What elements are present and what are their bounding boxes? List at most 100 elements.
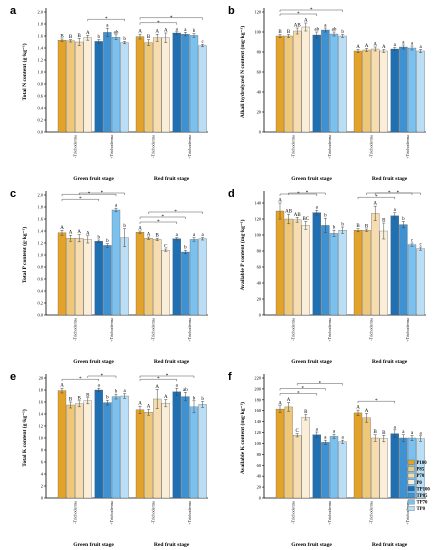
panel-a: a 0.0 0.2 0.4 0.6 0.8 1.0 1.2 1.4 1.6 1.8 2.0 Total … (10, 5, 208, 182)
y-tick-label: 14 (39, 412, 44, 417)
significance-star: * (297, 392, 300, 397)
legend-label-TP85: TP85 (417, 494, 429, 499)
treatment-label: -Trichoderma (368, 135, 373, 158)
bar-TP85 (399, 46, 408, 133)
treatment-label: +Trichoderma (109, 135, 114, 159)
bar-TP100 (172, 391, 181, 499)
legend-swatch-P85 (407, 466, 415, 472)
significance-bracket (279, 193, 318, 196)
legend-label-P85: P85 (417, 468, 425, 473)
significance-star: * (157, 21, 160, 26)
significance-letter: c (419, 243, 422, 248)
significance-letter: A (365, 44, 369, 49)
bar-P70 (371, 213, 380, 316)
significance-star: * (105, 17, 108, 22)
panel-letter: b (228, 5, 235, 17)
significance-letter: a (123, 389, 126, 394)
significance-letter: b (184, 246, 187, 251)
significance-bracket (87, 18, 125, 22)
y-tick-label: 2 (41, 484, 43, 489)
significance-star: * (170, 16, 173, 21)
treatment-label: -Trichoderma (368, 318, 373, 341)
significance-letter: A (356, 406, 360, 411)
bar-P70 (293, 219, 302, 316)
treatment-label: +Trichoderma (109, 318, 114, 342)
y-tick-label: 0.0 (38, 313, 44, 318)
treatment-label: -Trichoderma (290, 318, 295, 341)
y-tick-label: 100 (254, 441, 261, 446)
significance-letter: B (147, 35, 151, 40)
bar-P0 (379, 438, 388, 499)
significance-letter: a (176, 233, 179, 238)
treatment-label: +Trichoderma (187, 318, 192, 342)
y-tick-label: 0 (41, 496, 44, 501)
bar-P70 (293, 30, 302, 133)
significance-bracket (61, 378, 100, 382)
treatment-label: +Trichoderma (327, 318, 332, 342)
significance-bracket (279, 9, 343, 12)
y-tick-label: 80 (257, 50, 262, 55)
significance-letter: a (419, 431, 422, 436)
bar-TP100 (94, 241, 103, 316)
significance-letter: c (411, 239, 414, 244)
significance-letter: a (411, 42, 414, 47)
significance-letter: b (333, 226, 336, 231)
bar-P0 (301, 417, 310, 499)
significance-bracket (279, 388, 326, 391)
y-tick-label: 6 (41, 460, 44, 465)
group-label: Red fruit stage (372, 542, 408, 548)
y-tick-label: 40 (257, 90, 262, 95)
bar-TP70 (189, 35, 199, 133)
significance-star: * (319, 382, 322, 387)
bar-TP85 (321, 29, 330, 133)
panel-letter: e (10, 371, 16, 383)
significance-letter: a (324, 436, 327, 441)
significance-letter: A (138, 402, 142, 407)
bar-P70 (293, 435, 302, 499)
bar-TP70 (111, 37, 121, 133)
y-tick-label: 120 (254, 430, 261, 435)
bar-P85 (144, 412, 153, 499)
significance-bracket (374, 192, 421, 195)
significance-letter: B (356, 224, 360, 229)
bar-TP70 (407, 47, 417, 133)
significance-letter: b (402, 217, 405, 222)
significance-letter: A (60, 384, 64, 389)
significance-letter: A (155, 385, 159, 390)
treatment-label: -Trichoderma (150, 501, 155, 524)
significance-letter: a (176, 27, 179, 32)
significance-star: * (79, 197, 82, 202)
significance-star: * (174, 210, 177, 215)
bar-P85 (66, 40, 75, 133)
significance-letter: b (106, 239, 109, 244)
y-tick-label: 40 (257, 281, 262, 286)
legend-swatch-P0 (407, 479, 415, 485)
significance-bracket (139, 375, 195, 378)
legend-swatch-TP85 (407, 492, 415, 498)
y-tick-label: 16 (39, 400, 44, 405)
group-label: Green fruit stage (291, 176, 332, 182)
y-tick-label: 0.8 (38, 82, 44, 87)
treatment-label: +Trichoderma (327, 501, 332, 525)
significance-star: * (388, 191, 391, 196)
y-tick-label: 10 (39, 436, 44, 441)
significance-letter: B (156, 234, 160, 239)
significance-letter: a (394, 43, 397, 48)
y-tick-label: 80 (257, 452, 262, 457)
significance-letter: a (402, 41, 405, 46)
significance-bracket (148, 211, 203, 214)
significance-star: * (297, 12, 300, 17)
bar-TP85 (103, 32, 112, 133)
significance-letter: a (106, 24, 109, 29)
bar-TP100 (312, 434, 321, 499)
bar-TP70 (189, 406, 199, 499)
significance-letter: A (382, 45, 386, 50)
y-axis-label: Total N content (g·kg⁻¹) (21, 43, 28, 100)
bar-P0 (301, 26, 310, 133)
y-tick-label: 100 (254, 233, 261, 238)
bar-TP85 (181, 396, 190, 499)
significance-letter: A (287, 398, 291, 403)
significance-letter: a (419, 45, 422, 50)
significance-star: * (297, 192, 300, 197)
y-tick-label: 2.0 (38, 10, 44, 15)
